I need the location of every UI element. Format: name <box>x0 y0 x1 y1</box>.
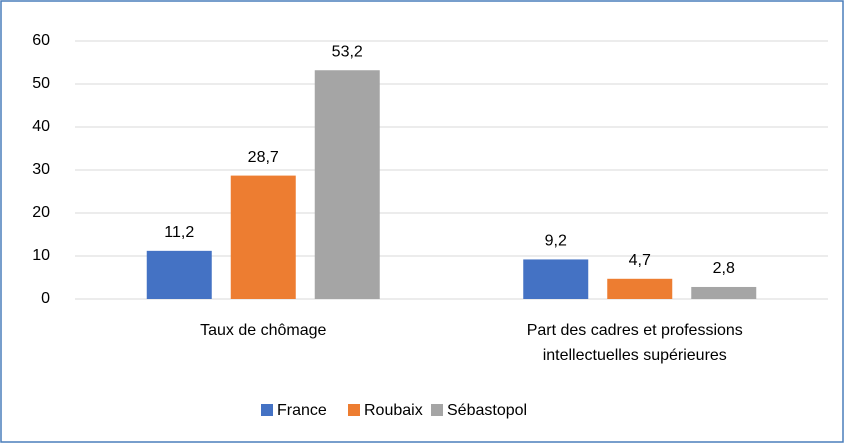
legend-label: Sébastopol <box>447 402 527 419</box>
y-tick-label: 20 <box>32 204 50 221</box>
legend-label: Roubaix <box>364 402 423 419</box>
data-label: 9,2 <box>545 233 567 250</box>
legend-label: France <box>277 402 327 419</box>
data-label: 28,7 <box>248 149 279 166</box>
bar <box>146 250 212 299</box>
x-tick-label: Taux de chômage <box>200 322 327 339</box>
data-label: 53,2 <box>332 43 363 60</box>
legend-swatch <box>348 404 360 416</box>
y-tick-label: 30 <box>32 161 50 178</box>
bar <box>691 286 757 299</box>
x-tick-label: Part des cadres et professions intellect… <box>526 322 743 364</box>
y-tick-label: 60 <box>32 32 50 49</box>
data-label: 2,8 <box>713 260 735 277</box>
bar <box>314 70 380 300</box>
data-label: 4,7 <box>629 252 651 269</box>
y-tick-label: 10 <box>32 247 50 264</box>
y-tick-label: 50 <box>32 75 50 92</box>
legend-swatch <box>261 404 273 416</box>
legend-swatch <box>431 404 443 416</box>
bar <box>607 278 673 299</box>
bar <box>230 175 296 299</box>
y-tick-label: 40 <box>32 118 50 135</box>
y-tick-label: 0 <box>41 290 50 307</box>
data-label: 11,2 <box>164 224 194 241</box>
bar <box>523 259 589 299</box>
